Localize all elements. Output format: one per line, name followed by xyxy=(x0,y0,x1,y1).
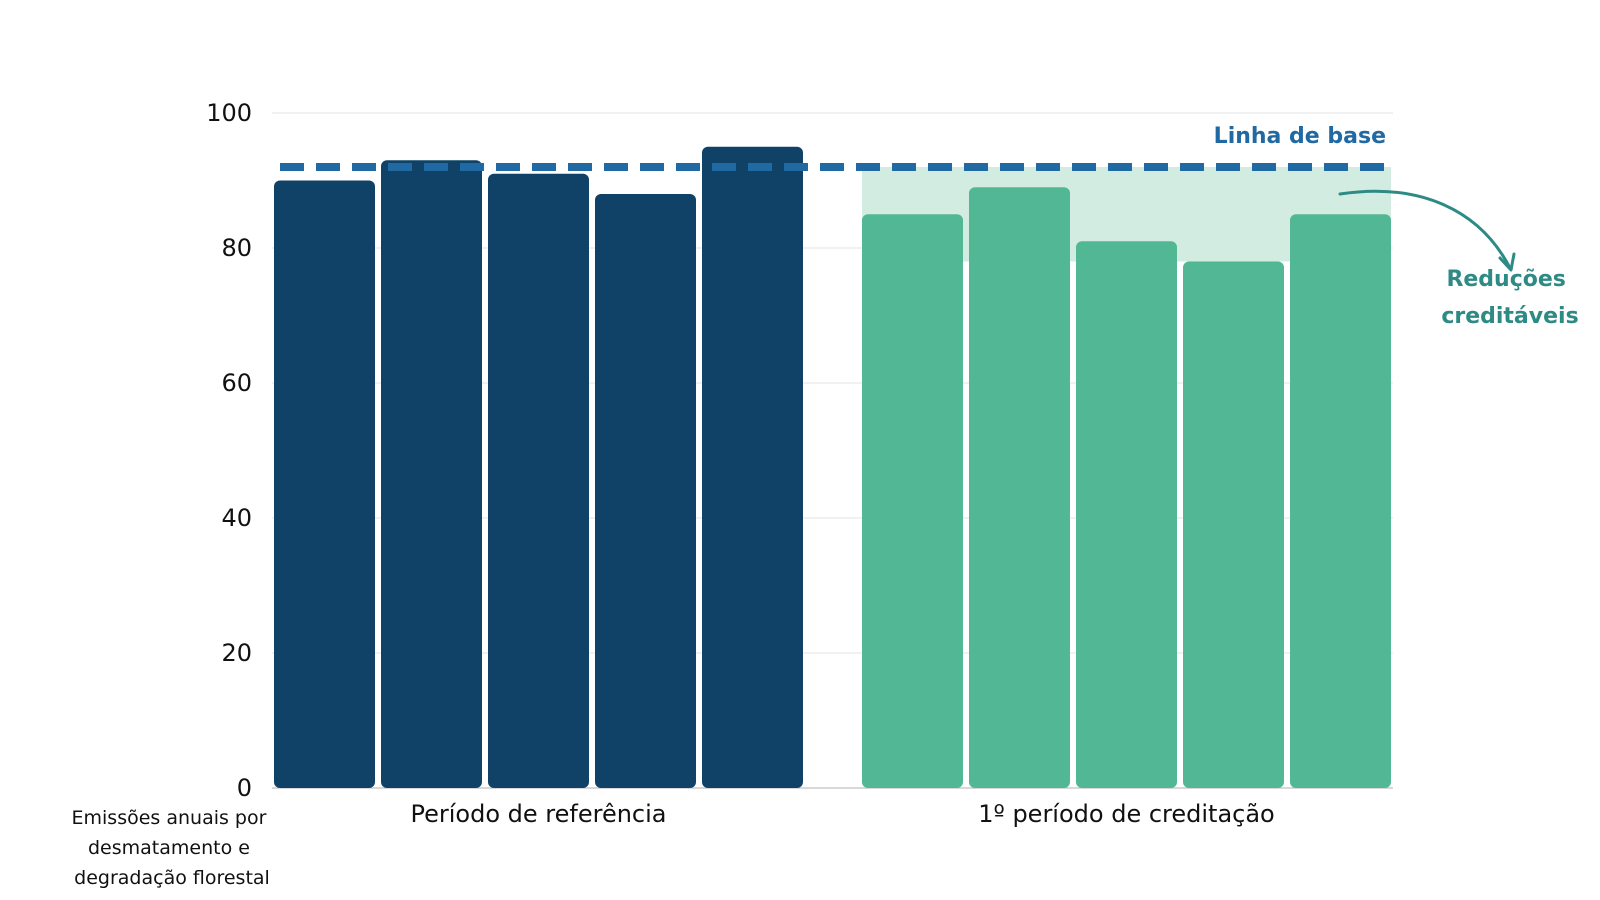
y-axis-label-line-3: degradação florestal xyxy=(74,867,270,889)
y-tick-label-100: 100 xyxy=(206,99,252,127)
group-label-2: 1º período de creditação xyxy=(978,800,1275,828)
y-axis-label: Emissões anuais por desmatamento e degra… xyxy=(72,807,273,889)
y-tick-label-40: 40 xyxy=(221,504,252,532)
bar-group-1-3 xyxy=(488,173,589,788)
bar-group-1-2 xyxy=(381,160,482,788)
bar-group-2-2 xyxy=(969,187,1070,788)
bar-group-2-4 xyxy=(1183,261,1284,788)
y-axis-label-line-2: desmatamento e xyxy=(88,837,250,859)
y-tick-label-80: 80 xyxy=(221,234,252,262)
bars xyxy=(274,146,1391,788)
y-tick-label-0: 0 xyxy=(237,774,252,802)
bar-group-2-5 xyxy=(1290,214,1391,788)
credited-reductions-arrow xyxy=(1338,189,1512,270)
credited-reductions-label-line-1: Reduções xyxy=(1446,267,1565,292)
y-tick-label-60: 60 xyxy=(221,369,252,397)
y-axis-ticks: 0 20 40 60 80 100 xyxy=(206,99,252,802)
group-label-1: Período de referência xyxy=(411,800,667,828)
bar-group-2-3 xyxy=(1076,241,1177,788)
y-tick-label-20: 20 xyxy=(221,639,252,667)
credited-reductions-label: Reduções creditáveis xyxy=(1441,267,1578,329)
y-axis-label-line-1: Emissões anuais por xyxy=(72,807,267,829)
bar-group-1-4 xyxy=(595,194,696,788)
credited-reductions-label-line-2: creditáveis xyxy=(1441,304,1578,329)
group-labels: Período de referência 1º período de credi… xyxy=(411,800,1275,828)
bar-group-1-1 xyxy=(274,180,375,788)
bar-group-2-1 xyxy=(862,214,963,788)
credited-reductions-arrowhead xyxy=(1498,252,1516,272)
baseline-label: Linha de base xyxy=(1214,124,1386,149)
bar-group-1-5 xyxy=(702,146,803,788)
